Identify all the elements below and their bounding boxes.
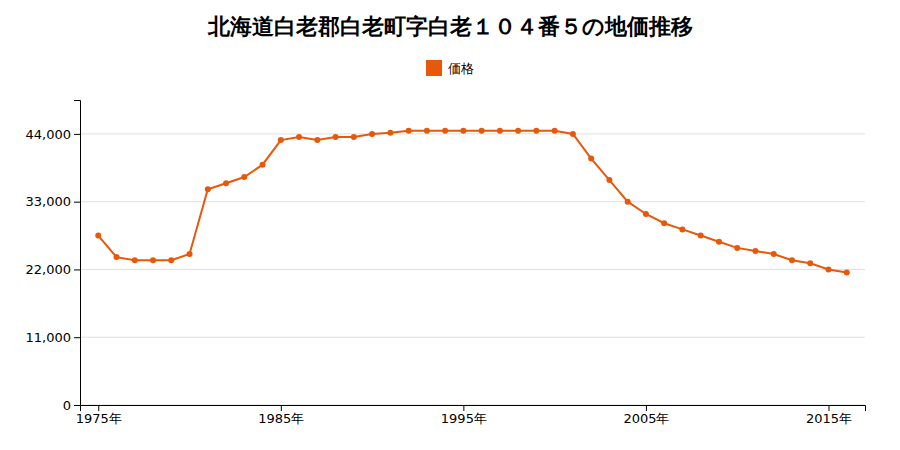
grid-line [80, 269, 865, 270]
x-axis: 1975年 1985年 1995年 2005年 2015年 [76, 405, 866, 426]
marker [278, 137, 284, 143]
legend-label: 価格 [448, 61, 474, 76]
title: 北海道白老郡白老町字白老１０４番５の地価推移 [207, 14, 693, 39]
marker [150, 257, 156, 263]
marker [479, 128, 485, 134]
y-tick-label: 33,000 [26, 194, 72, 209]
marker [844, 270, 850, 276]
y-tick-mark [74, 134, 80, 135]
y-tick: 11,000 [26, 330, 81, 345]
x-tick-mark [463, 405, 464, 411]
marker [734, 245, 740, 251]
marker [296, 134, 302, 140]
plot: 1975年 1985年 1995年 2005年 2015年 0 11,000 22,000 33… [26, 101, 866, 427]
chart: 北海道白老郡白老町字白老１０４番５の地価推移 1975年 1985年 1995年 200… [0, 0, 900, 450]
y-tick: 22,000 [26, 262, 81, 277]
marker [570, 131, 576, 137]
grid [80, 134, 865, 405]
x-tick-label: 2005年 [623, 411, 669, 426]
marker [351, 134, 357, 140]
y-tick-mark [74, 202, 80, 203]
y-tick-mark [74, 269, 80, 270]
marker [114, 254, 120, 260]
marker [552, 128, 558, 134]
legend-swatch [426, 60, 442, 76]
marker [314, 137, 320, 143]
marker [460, 128, 466, 134]
y-tick-label: 11,000 [26, 330, 72, 345]
marks [95, 128, 849, 276]
legend-item: 価格 [426, 60, 474, 76]
line [98, 131, 846, 273]
grid-line [80, 337, 865, 338]
y-tick-label: 22,000 [26, 262, 72, 277]
marker [515, 128, 521, 134]
marker [387, 130, 393, 136]
x-tick-label: 2015年 [806, 411, 852, 426]
marker [424, 128, 430, 134]
x-tick-label: 1975年 [76, 411, 122, 426]
grid-line [80, 133, 865, 134]
x-tick-mark [98, 405, 99, 411]
marker [825, 266, 831, 272]
marker [771, 251, 777, 257]
y-tick: 44,000 [26, 127, 81, 142]
marker [205, 186, 211, 192]
marker [497, 128, 503, 134]
y-tick-mark [74, 337, 80, 338]
marker [187, 251, 193, 257]
marker [241, 174, 247, 180]
marker [333, 134, 339, 140]
x-tick: 1985年 [258, 405, 304, 426]
y-tick: 0 [63, 398, 80, 413]
marker [95, 233, 101, 239]
marker [369, 131, 375, 137]
x-tick-mark [646, 405, 647, 411]
marker [533, 128, 539, 134]
x-tick-label: 1985年 [258, 411, 304, 426]
marker [168, 257, 174, 263]
x-tick: 1995年 [441, 405, 487, 426]
marker [661, 220, 667, 226]
legend: 価格 [426, 60, 474, 76]
marker [679, 226, 685, 232]
grid-line [80, 201, 865, 202]
marker [643, 211, 649, 217]
marker [716, 239, 722, 245]
x-tick-label: 1995年 [441, 411, 487, 426]
x-tick: 2005年 [623, 405, 669, 426]
x-tick: 2015年 [806, 405, 852, 426]
marker [442, 128, 448, 134]
marker [789, 257, 795, 263]
marker [606, 177, 612, 183]
marker [406, 128, 412, 134]
y-axis-line [74, 101, 81, 406]
x-tick-mark [281, 405, 282, 411]
x-tick-mark [828, 405, 829, 411]
y-tick: 33,000 [26, 194, 81, 209]
marker [698, 233, 704, 239]
marker [132, 257, 138, 263]
marker [752, 248, 758, 254]
marker [588, 156, 594, 162]
y-axis: 0 11,000 22,000 33,000 44,000 [26, 101, 81, 413]
marker [625, 199, 631, 205]
y-tick-mark [74, 405, 80, 406]
y-tick-label: 44,000 [26, 127, 72, 142]
y-tick-label: 0 [63, 398, 71, 413]
x-axis-line [81, 406, 866, 412]
x-tick: 1975年 [76, 405, 122, 426]
marker [807, 260, 813, 266]
marker [260, 162, 266, 168]
marker [223, 180, 229, 186]
